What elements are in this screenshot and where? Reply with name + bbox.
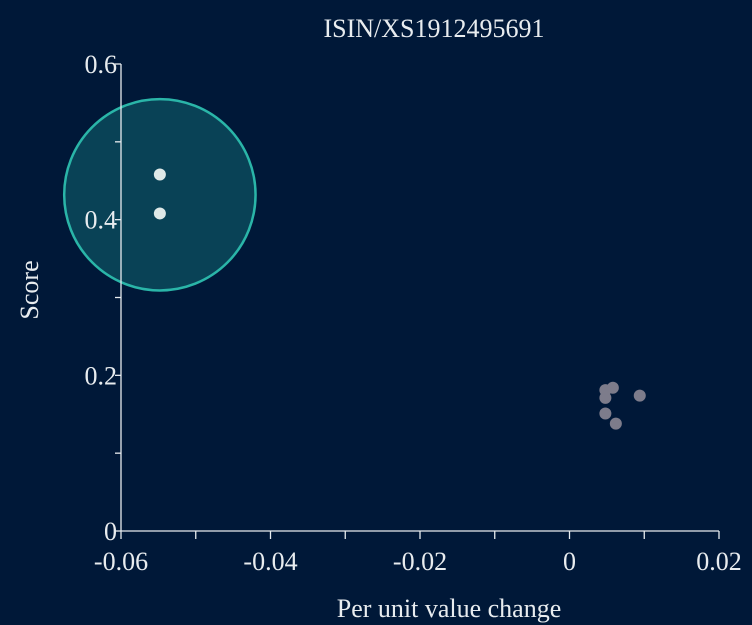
x-tick-label: -0.04 (243, 547, 297, 576)
x-ticks: -0.06 -0.04 -0.02 0 0.02 (94, 531, 742, 576)
y-tick-label: 0.2 (85, 361, 118, 390)
y-axis-label: Score (15, 260, 44, 319)
x-tick-label: 0.02 (696, 547, 742, 576)
x-tick-label: -0.02 (393, 547, 447, 576)
scatter-point (633, 389, 646, 402)
x-axis-label: Per unit value change (337, 594, 562, 623)
x-tick-label: 0 (563, 547, 576, 576)
x-tick-label: -0.06 (94, 547, 148, 576)
y-tick-label: 0.4 (85, 206, 118, 235)
y-tick-label: 0 (104, 517, 117, 546)
highlight-circle (62, 97, 257, 292)
scatter-point (606, 381, 619, 394)
y-ticks: 0 0.2 0.4 0.6 (85, 50, 121, 546)
y-tick-label: 0.6 (85, 50, 118, 79)
points-layer (153, 168, 646, 430)
scatter-point (599, 407, 612, 420)
scatter-point (599, 391, 612, 404)
scatter-point (609, 417, 622, 430)
scatter-point (153, 168, 166, 181)
chart-title: ISIN/XS1912495691 (323, 14, 544, 43)
highlight-layer (62, 97, 257, 292)
scatter-point (153, 207, 166, 220)
